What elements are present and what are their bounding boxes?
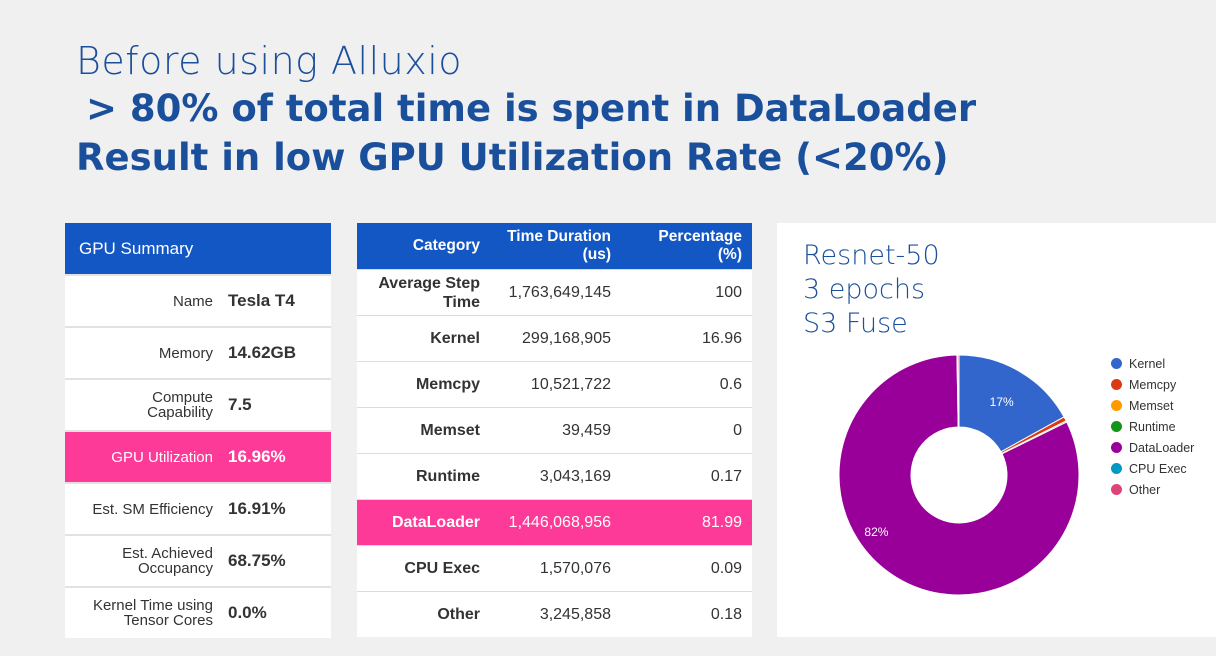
gpu-summary-key: Kernel Time using Tensor Cores	[92, 597, 213, 629]
gpu-summary-row: Est. Achieved Occupancy 68.75%	[65, 534, 331, 586]
legend-label: Runtime	[1129, 419, 1176, 434]
slide-title: Before using Alluxio > 80% of total time…	[76, 38, 976, 182]
header-percentage: Percentage (%)	[658, 228, 742, 263]
gpu-summary-value: 16.96%	[228, 447, 286, 466]
legend-item: Kernel	[1111, 353, 1194, 374]
gpu-summary-row: Kernel Time using Tensor Cores 0.0%	[65, 586, 331, 638]
category-table: Category Time Duration (us) Percentage (%)…	[357, 223, 752, 637]
gpu-summary-value: 14.62GB	[228, 343, 297, 362]
pie-slice-kernel	[958, 354, 1065, 453]
gpu-summary-key: Est. Achieved Occupancy	[122, 545, 213, 577]
category-row: DataLoader 1,446,068,956 81.99	[357, 499, 752, 545]
category-row: Memset 39,459 0	[357, 407, 752, 453]
category-name: Runtime	[416, 468, 480, 485]
legend-item: Memset	[1111, 395, 1194, 416]
header-category: Category	[412, 237, 480, 254]
category-table-header: Category Time Duration (us) Percentage (%)	[357, 223, 752, 269]
category-percentage: 0.09	[710, 559, 742, 577]
gpu-summary-row: Name Tesla T4	[65, 274, 331, 326]
category-name: Kernel	[430, 330, 480, 347]
title-line-3: Result in low GPU Utilization Rate (<20%…	[76, 136, 949, 179]
gpu-summary-key: GPU Utilization	[111, 448, 213, 466]
category-duration: 1,446,068,956	[508, 513, 611, 531]
gpu-summary-row: Memory 14.62GB	[65, 326, 331, 378]
legend-label: Memset	[1129, 398, 1174, 413]
legend-swatch	[1111, 379, 1122, 390]
category-name: Memset	[420, 422, 480, 439]
pie-chart-panel: Resnet-50 3 epochs S3 Fuse 17% 82% Kernel Me…	[777, 223, 1216, 637]
legend-item: Other	[1111, 479, 1194, 500]
category-percentage: 0.18	[710, 605, 742, 623]
chart-legend: Kernel Memcpy Memset Runtime DataLoader CPU E…	[1111, 353, 1194, 500]
gpu-summary-row: Est. SM Efficiency 16.91%	[65, 482, 331, 534]
category-percentage: 100	[715, 283, 742, 301]
pie-data-label: 82%	[864, 525, 888, 539]
category-row: Kernel 299,168,905 16.96	[357, 315, 752, 361]
legend-item: CPU Exec	[1111, 458, 1194, 479]
legend-label: Other	[1129, 482, 1161, 497]
pie-chart: 17% 82%	[838, 354, 1080, 596]
gpu-summary-value: 7.5	[228, 395, 252, 414]
category-row: Average Step Time 1,763,649,145 100	[357, 269, 752, 315]
legend-item: DataLoader	[1111, 437, 1194, 458]
category-percentage: 0.6	[719, 375, 742, 393]
legend-label: Memcpy	[1129, 377, 1177, 392]
category-duration: 1,570,076	[539, 559, 611, 577]
header-time-duration: Time Duration (us)	[507, 228, 611, 263]
category-percentage: 16.96	[701, 329, 742, 347]
category-name: Memcpy	[415, 376, 480, 393]
legend-label: Kernel	[1129, 356, 1166, 371]
title-line-1: Before using Alluxio	[76, 39, 463, 83]
pie-slice-dataloader	[838, 354, 1080, 596]
category-name: Average Step Time	[378, 274, 480, 311]
title-line-2: > 80% of total time is spent in DataLoad…	[86, 87, 977, 130]
category-row: Runtime 3,043,169 0.17	[357, 453, 752, 499]
gpu-summary-key: Memory	[158, 344, 213, 362]
gpu-summary-value: 0.0%	[228, 603, 267, 622]
category-duration: 39,459	[562, 421, 611, 439]
gpu-summary-header: GPU Summary	[65, 223, 331, 274]
category-duration: 3,043,169	[539, 467, 611, 485]
legend-swatch	[1111, 463, 1122, 474]
gpu-summary-key: Compute Capability	[147, 389, 213, 421]
category-duration: 1,763,649,145	[508, 283, 611, 301]
gpu-summary-row: GPU Utilization 16.96%	[65, 430, 331, 482]
legend-item: Memcpy	[1111, 374, 1194, 395]
legend-label: DataLoader	[1129, 440, 1195, 455]
pie-slice-other	[957, 354, 960, 428]
category-name: DataLoader	[391, 514, 480, 531]
pie-data-label: 17%	[990, 395, 1014, 409]
category-duration: 299,168,905	[522, 329, 611, 347]
gpu-summary-row: Compute Capability 7.5	[65, 378, 331, 430]
category-percentage: 81.99	[701, 513, 742, 531]
category-duration: 3,245,858	[539, 605, 611, 623]
legend-swatch	[1111, 421, 1122, 432]
category-duration: 10,521,722	[530, 375, 611, 393]
legend-swatch	[1111, 442, 1122, 453]
category-row: Memcpy 10,521,722 0.6	[357, 361, 752, 407]
legend-swatch	[1111, 484, 1122, 495]
category-percentage: 0.17	[710, 467, 742, 485]
category-name: CPU Exec	[404, 560, 480, 577]
category-row: CPU Exec 1,570,076 0.09	[357, 545, 752, 591]
category-percentage: 0	[733, 421, 742, 439]
gpu-summary-table: GPU Summary Name Tesla T4 Memory 14.62GB Com…	[65, 223, 331, 638]
chart-title: Resnet-50 3 epochs S3 Fuse	[803, 240, 940, 339]
category-row: Other 3,245,858 0.18	[357, 591, 752, 637]
legend-swatch	[1111, 400, 1122, 411]
legend-swatch	[1111, 358, 1122, 369]
legend-item: Runtime	[1111, 416, 1194, 437]
legend-label: CPU Exec	[1129, 461, 1187, 476]
gpu-summary-key: Name	[172, 292, 213, 310]
gpu-summary-value: Tesla T4	[228, 291, 295, 310]
gpu-summary-value: 16.91%	[228, 499, 286, 518]
category-name: Other	[437, 606, 480, 623]
gpu-summary-value: 68.75%	[228, 551, 286, 570]
gpu-summary-key: Est. SM Efficiency	[92, 500, 213, 518]
